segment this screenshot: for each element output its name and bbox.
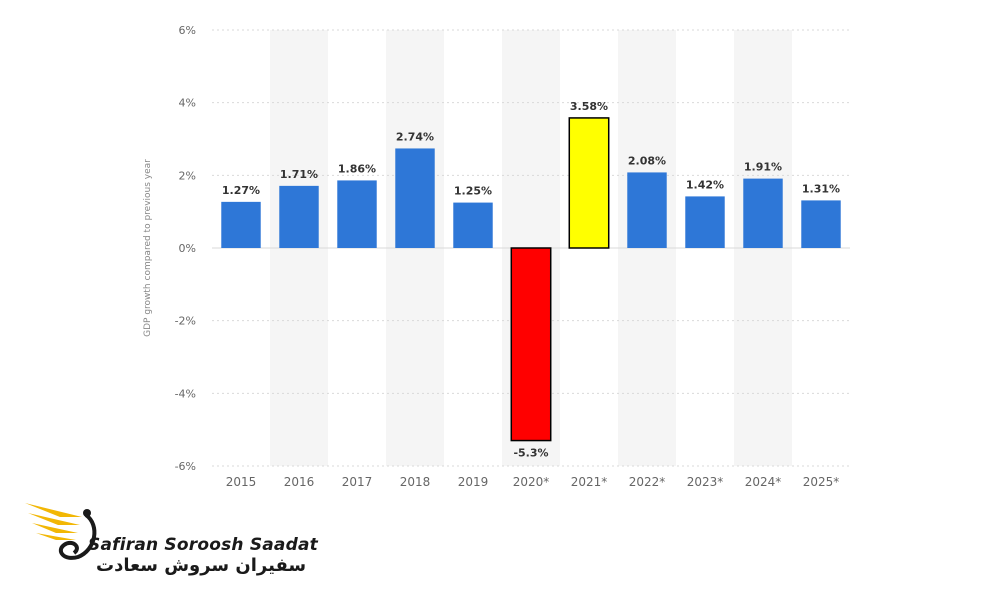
- bar: [279, 185, 319, 248]
- bar: [395, 148, 435, 248]
- y-tick-label: -4%: [175, 387, 196, 400]
- company-logo: [20, 495, 300, 580]
- data-label: -5.3%: [513, 447, 548, 460]
- data-label: 3.58%: [570, 100, 608, 113]
- bar: [801, 200, 841, 248]
- x-tick-label: 2017: [342, 475, 373, 489]
- wing-logo-icon: [25, 503, 97, 560]
- bar: [568, 117, 610, 249]
- y-tick-label: 6%: [179, 24, 196, 37]
- bar: [627, 172, 667, 248]
- x-tick-label: 2018: [400, 475, 431, 489]
- bar: [685, 196, 725, 248]
- data-label: 2.08%: [628, 154, 666, 167]
- data-label: 1.71%: [280, 168, 318, 181]
- bar: [743, 178, 783, 248]
- data-label: 2.74%: [396, 130, 434, 143]
- x-tick-label: 2025*: [803, 475, 840, 489]
- x-tick-label: 2021*: [571, 475, 608, 489]
- x-tick-label: 2016: [284, 475, 315, 489]
- x-tick-label: 2019: [458, 475, 489, 489]
- y-tick-label: 4%: [179, 97, 196, 110]
- y-tick-label: 2%: [179, 169, 196, 182]
- x-tick-label: 2022*: [629, 475, 666, 489]
- data-label: 1.25%: [454, 185, 492, 198]
- x-tick-label: 2020*: [513, 475, 550, 489]
- data-label: 1.91%: [744, 161, 782, 174]
- x-tick-label: 2015: [226, 475, 257, 489]
- bar: [453, 202, 493, 248]
- data-label: 1.31%: [802, 182, 840, 195]
- data-label: 1.27%: [222, 184, 260, 197]
- data-label: 1.86%: [338, 162, 376, 175]
- y-tick-label: -6%: [175, 460, 196, 473]
- data-label: 1.42%: [686, 178, 724, 191]
- bar: [337, 180, 377, 248]
- x-tick-label: 2024*: [745, 475, 782, 489]
- logo-text-persian: سفیران سروش سعادت: [96, 555, 307, 576]
- bar: [221, 201, 261, 248]
- x-tick-label: 2023*: [687, 475, 724, 489]
- logo-text-english: Safiran Soroosh Saadat: [88, 535, 318, 555]
- y-tick-label: 0%: [179, 242, 196, 255]
- y-tick-label: -2%: [175, 315, 196, 328]
- y-axis-label: GDP growth compared to previous year: [143, 159, 153, 337]
- bar: [510, 247, 552, 442]
